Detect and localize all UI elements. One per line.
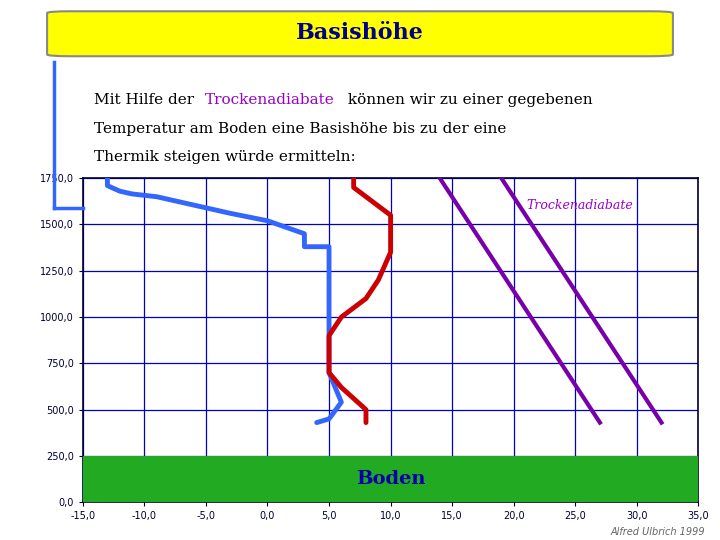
Text: Mit Hilfe der: Mit Hilfe der	[94, 93, 199, 107]
Bar	[83, 456, 698, 502]
Text: Temperatur am Boden eine Basishöhe bis zu der eine: Temperatur am Boden eine Basishöhe bis z…	[94, 122, 506, 136]
Text: Trockenadiabate: Trockenadiabate	[526, 199, 633, 212]
Text: Alfred Ulbrich 1999: Alfred Ulbrich 1999	[611, 527, 706, 537]
Text: Thermik steigen würde ermitteln:: Thermik steigen würde ermitteln:	[94, 150, 356, 164]
Text: Basishöhe: Basishöhe	[296, 22, 424, 44]
Text: Boden: Boden	[356, 470, 426, 488]
Text: können wir zu einer gegebenen: können wir zu einer gegebenen	[343, 93, 593, 107]
Text: Trockenadiabate: Trockenadiabate	[205, 93, 335, 107]
FancyBboxPatch shape	[47, 11, 673, 56]
